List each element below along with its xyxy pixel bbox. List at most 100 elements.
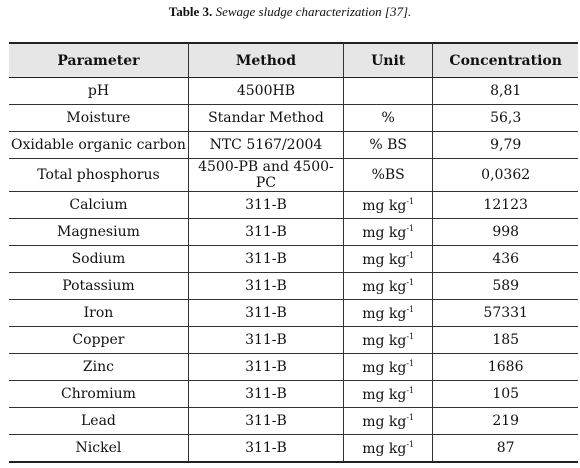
cell-parameter: Total phosphorus	[9, 158, 189, 192]
cell-concentration: 589	[432, 272, 578, 300]
cell-concentration: 1686	[432, 353, 578, 381]
cell-method: 311-B	[187, 218, 344, 246]
unit-exponent: -1	[406, 196, 415, 206]
table-row: Potassium 311-B mg kg-1 589	[9, 272, 578, 300]
cell-unit: mg kg-1	[342, 407, 433, 435]
cell-concentration: 9,79	[432, 131, 578, 159]
unit-exponent: -1	[406, 250, 415, 260]
cell-concentration: 219	[432, 407, 578, 435]
unit-text: mg kg	[362, 197, 407, 214]
unit-text: mg kg	[362, 278, 407, 295]
cell-parameter: Calcium	[9, 191, 189, 219]
unit-text: % BS	[369, 137, 407, 153]
unit-exponent: -1	[406, 439, 415, 449]
table-row: pH 4500HB 8,81	[9, 77, 578, 105]
cell-method: 311-B	[187, 191, 344, 219]
caption-label: Table 3.	[168, 4, 213, 19]
cell-unit: %	[342, 104, 433, 132]
cell-unit: mg kg-1	[342, 272, 433, 300]
cell-method: 311-B	[187, 299, 344, 327]
table-row: Sodium 311-B mg kg-1 436	[9, 245, 578, 273]
unit-text: mg kg	[362, 332, 407, 349]
cell-parameter: Potassium	[9, 272, 189, 300]
cell-unit: % BS	[342, 131, 433, 159]
header-concentration: Concentration	[432, 42, 578, 78]
cell-unit: mg kg-1	[342, 434, 433, 463]
unit-text: mg kg	[362, 413, 407, 430]
cell-unit: mg kg-1	[342, 218, 433, 246]
unit-exponent: -1	[406, 412, 415, 422]
caption-text: Sewage sludge characterization [37].	[215, 4, 412, 19]
unit-text: mg kg	[362, 440, 407, 457]
table-row: Nickel 311-B mg kg-1 87	[9, 434, 578, 463]
cell-concentration: 105	[432, 380, 578, 408]
sludge-table: Parameter Method Unit Concentration pH 45…	[9, 42, 578, 463]
cell-parameter: Lead	[9, 407, 189, 435]
cell-parameter: Iron	[9, 299, 189, 327]
cell-parameter: Copper	[9, 326, 189, 354]
table-row: Zinc 311-B mg kg-1 1686	[9, 353, 578, 381]
table-row: Magnesium 311-B mg kg-1 998	[9, 218, 578, 246]
unit-text: %	[381, 110, 395, 126]
table-row: Total phosphorus 4500-PB and 4500-PC %BS 0,…	[9, 158, 578, 192]
cell-unit: mg kg-1	[342, 245, 433, 273]
unit-exponent: -1	[406, 277, 415, 287]
table-row: Calcium 311-B mg kg-1 12123	[9, 191, 578, 219]
table-body: pH 4500HB 8,81 Moisture Standar Method% 56,3 O…	[9, 77, 578, 463]
cell-parameter: Magnesium	[9, 218, 189, 246]
unit-text: mg kg	[362, 305, 407, 322]
header-unit: Unit	[342, 42, 433, 78]
header-row: Parameter Method Unit Concentration	[9, 42, 578, 78]
cell-method: 4500-PB and 4500-PC	[187, 158, 344, 192]
cell-parameter: Chromium	[9, 380, 189, 408]
cell-unit	[342, 77, 433, 105]
cell-method: 311-B	[187, 326, 344, 354]
unit-text: %BS	[371, 167, 405, 183]
cell-method: 311-B	[187, 380, 344, 408]
table-row: Moisture Standar Method% 56,3	[9, 104, 578, 132]
table-row: Chromium 311-B mg kg-1 105	[9, 380, 578, 408]
cell-method: 311-B	[187, 407, 344, 435]
cell-unit: mg kg-1	[342, 326, 433, 354]
unit-exponent: -1	[406, 385, 415, 395]
unit-text: mg kg	[362, 224, 407, 241]
unit-exponent: -1	[406, 223, 415, 233]
cell-unit: mg kg-1	[342, 191, 433, 219]
cell-concentration: 998	[432, 218, 578, 246]
cell-concentration: 8,81	[432, 77, 578, 105]
cell-concentration: 12123	[432, 191, 578, 219]
cell-parameter: Nickel	[9, 434, 189, 463]
cell-method: Standar Method	[187, 104, 344, 132]
table-row: Lead 311-B mg kg-1 219	[9, 407, 578, 435]
cell-unit: mg kg-1	[342, 380, 433, 408]
unit-text: mg kg	[362, 251, 407, 268]
cell-method: 311-B	[187, 353, 344, 381]
unit-exponent: -1	[406, 304, 415, 314]
unit-text: mg kg	[362, 386, 407, 403]
cell-parameter: Sodium	[9, 245, 189, 273]
cell-unit: mg kg-1	[342, 353, 433, 381]
cell-parameter: Oxidable organic carbon	[9, 131, 189, 159]
header-method: Method	[187, 42, 344, 78]
cell-concentration: 56,3	[432, 104, 578, 132]
header-parameter: Parameter	[9, 42, 189, 78]
cell-unit: mg kg-1	[342, 299, 433, 327]
table-row: Copper 311-B mg kg-1 185	[9, 326, 578, 354]
cell-concentration: 57331	[432, 299, 578, 327]
table-row: Oxidable organic carbon NTC 5167/2004 % BS…	[9, 131, 578, 159]
cell-method: 311-B	[187, 272, 344, 300]
cell-parameter: pH	[9, 77, 189, 105]
cell-unit: %BS	[342, 158, 433, 192]
cell-method: 4500HB	[187, 77, 344, 105]
cell-parameter: Zinc	[9, 353, 189, 381]
cell-concentration: 185	[432, 326, 578, 354]
cell-concentration: 436	[432, 245, 578, 273]
cell-parameter: Moisture	[9, 104, 189, 132]
cell-concentration: 87	[432, 434, 578, 463]
table-row: Iron 311-B mg kg-1 57331	[9, 299, 578, 327]
cell-concentration: 0,0362	[432, 158, 578, 192]
unit-exponent: -1	[406, 358, 415, 368]
cell-method: NTC 5167/2004	[187, 131, 344, 159]
cell-method: 311-B	[187, 245, 344, 273]
unit-text: mg kg	[362, 359, 407, 376]
